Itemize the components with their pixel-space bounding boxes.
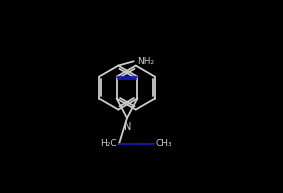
Text: NH₂: NH₂ [137, 57, 154, 66]
Text: N: N [124, 122, 132, 132]
Text: CH₃: CH₃ [156, 140, 173, 148]
Text: H₂C: H₂C [100, 140, 117, 148]
